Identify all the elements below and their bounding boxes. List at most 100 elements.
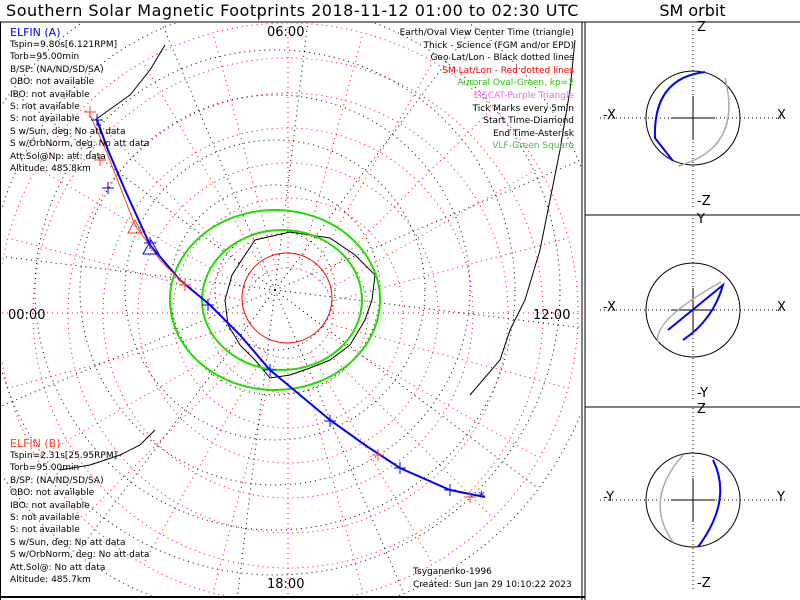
elfin-b-tick — [372, 449, 384, 461]
elfin-a-tick — [444, 484, 456, 496]
orbit-track-b — [659, 454, 684, 543]
orbit-axis-label-right: X — [777, 108, 786, 123]
geo-lon-line — [274, 160, 579, 291]
elfin-b-name: ELFIN (B) — [10, 437, 61, 450]
sm-lon-line — [82, 107, 257, 282]
model-label: Tsyganenko-1996 — [413, 567, 492, 577]
orbit-track-a — [653, 71, 706, 162]
auroral-oval-inner — [201, 229, 363, 371]
orbit-track-b — [656, 281, 722, 343]
legend-item: Thick - Science (FGM and/or EPD) — [423, 40, 574, 51]
info-line: OBO: not available — [10, 77, 95, 88]
info-line: S: not available — [10, 114, 80, 125]
orbit-track-a — [667, 282, 725, 341]
hour-label-top: 06:00 — [267, 25, 305, 40]
orbit-axis-label-bottom: -Y — [697, 386, 709, 401]
orbit-track-a — [697, 459, 722, 548]
info-line: Altitude: 485.7km — [10, 575, 91, 586]
earth-circle — [645, 262, 741, 358]
info-line: Tspin=2.31s[25.95RPM] — [10, 451, 118, 461]
sm-lon-line — [319, 107, 494, 282]
elfin-a-tick — [394, 462, 406, 474]
orbit-track-b — [677, 77, 730, 167]
sm-lon-line — [299, 32, 364, 270]
sm-lon-line — [331, 324, 569, 389]
info-line: Torb=95.00min — [10, 52, 80, 63]
elfin-a-info: ELFIN (A) Tspin=9.80s[6.121RPM] Torb=95.0… — [10, 26, 149, 175]
elfin-b-tick — [84, 106, 96, 118]
elfin-a-track — [96, 119, 486, 498]
info-line: S w/OrbNorm, deg: No att data — [10, 139, 150, 150]
info-line: S w/Sun, deg: No att data — [10, 126, 126, 137]
sm-lon-line — [319, 344, 494, 519]
elfin-b-tick — [94, 154, 106, 166]
geo-lon-line — [236, 289, 276, 596]
elfin-a-tick — [91, 114, 103, 126]
geo-lon-line — [161, 23, 276, 291]
sm-lon-line — [212, 32, 277, 270]
created-timestamp: Created: Sun Jan 29 10:10:22 2023 — [413, 580, 572, 590]
geo-lat-circle — [34, 49, 516, 531]
legend-item: EISCAT-Purple Triangle — [473, 90, 574, 101]
geo-lon-line — [274, 289, 539, 489]
elfin-b-info: ELFIN (B) Tspin=2.31s[25.95RPM] Torb=95.0… — [10, 437, 149, 586]
geo-lat-circle — [124, 139, 426, 441]
sm-lon-line — [326, 167, 540, 291]
sm-lon-line — [36, 335, 250, 459]
info-line: S w/OrbNorm, deg: No att data — [10, 550, 150, 561]
legend-item: Start Time-Diamond — [483, 116, 574, 127]
info-line: B/SP: (NA/ND/SD/SA) — [10, 64, 104, 75]
info-line: B/SP: (NA/ND/SD/SA) — [10, 475, 104, 486]
geo-lon-line — [2, 289, 276, 407]
sm-lon-line — [331, 237, 569, 302]
orbit-title: SM orbit — [659, 1, 726, 20]
sm-lat-circle — [242, 267, 334, 359]
info-line: Altitude: 485.8km — [10, 164, 91, 175]
elfin-a-tick — [202, 299, 214, 311]
sm-lon-line — [326, 335, 540, 459]
legend-item: Earth/Oval View Center Time (triangle) — [399, 28, 574, 38]
sm-pole-circle — [241, 252, 333, 344]
orbit-axis-label-left: -Y — [603, 490, 615, 505]
elfin-a-tick — [102, 182, 114, 194]
sm-lon-line — [82, 344, 257, 519]
sm-lon-line — [299, 356, 364, 594]
coastline-africa — [94, 44, 166, 121]
geo-lon-line — [2, 255, 276, 291]
orbit-axis-label-right: X — [777, 300, 786, 315]
legend-item: Tick Marks every 5min — [472, 103, 574, 114]
legend-item: Geo Lat/Lon - Black dotted lines — [430, 53, 574, 64]
elfin-a-tick — [264, 364, 276, 376]
geo-lon-line — [274, 289, 581, 329]
coastline-antarctica — [224, 231, 376, 379]
orbit-axis-label-bottom: -Z — [697, 194, 711, 209]
geo-lon-line — [274, 23, 309, 291]
geo-lat-circle — [214, 229, 336, 351]
orbit-axis-label-left: -X — [603, 108, 616, 123]
sm-lat-circle — [2, 23, 579, 596]
info-line: S: not available — [10, 525, 80, 536]
hour-label-bottom: 18:00 — [267, 577, 305, 592]
elfin-a-name: ELFIN (A) — [10, 26, 61, 39]
sm-lon-line — [7, 324, 245, 389]
elfin-a-tick — [144, 237, 156, 249]
legend-item: Auroral Oval-Green, kp=2 — [457, 78, 574, 89]
orbit-axis-label-bottom: -Z — [697, 576, 711, 591]
info-line: S: not available — [10, 102, 80, 113]
coastline-south-america — [469, 39, 576, 396]
legend-item: SM Lat/Lon - Red dotted lines — [442, 65, 574, 76]
info-line: Att.Sol@: No att data — [10, 562, 106, 573]
legend: Earth/Oval View Center Time (triangle) Th… — [400, 27, 574, 153]
elfin-b-tick — [179, 279, 191, 291]
hour-label-left: 00:00 — [8, 308, 46, 323]
orbit-axis-label-top: Y — [697, 212, 705, 227]
orbit-axis-label-top: Z — [697, 20, 706, 35]
info-line: S: not available — [10, 513, 80, 524]
info-line: Torb=95.00min — [10, 463, 80, 474]
info-line: IBO: not available — [10, 89, 90, 100]
info-line: Att.Sol@Np: att: data — [10, 151, 106, 162]
hour-label-right: 12:00 — [533, 308, 571, 323]
elfin-a-tick — [324, 415, 336, 427]
auroral-oval-outer — [169, 209, 381, 391]
